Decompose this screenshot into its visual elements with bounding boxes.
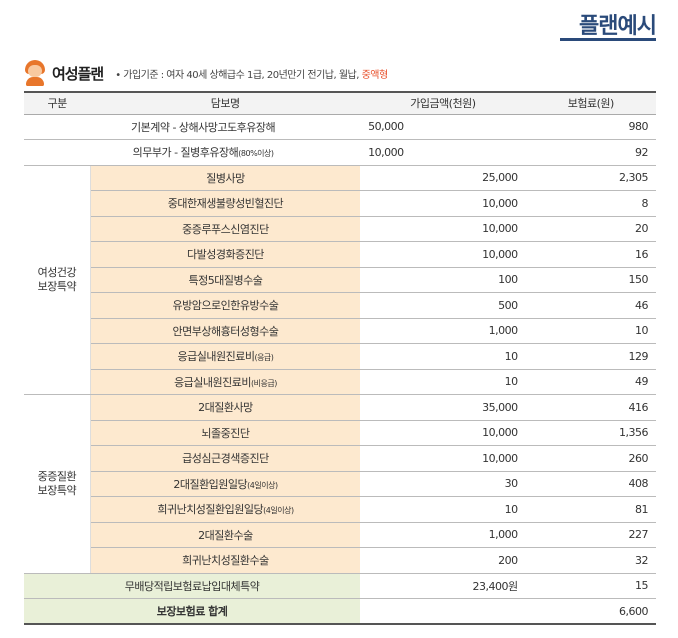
- premium-cell: 129: [525, 343, 656, 370]
- amount-cell: 10,000: [360, 445, 526, 472]
- premium-cell: 227: [525, 522, 656, 548]
- premium-cell: 20: [525, 216, 656, 242]
- table-row: 중증루푸스신염진단 10,000 20: [24, 216, 656, 242]
- coverage-name: 2대질환수술: [90, 522, 361, 548]
- criteria-text: • 가입기준 : 여자 40세 상해급수 1급, 20년만기 전기납, 월납,: [115, 69, 362, 81]
- premium-cell: 980: [525, 114, 656, 140]
- amount-cell: 10: [360, 496, 526, 523]
- header-premium: 보험료(원): [525, 91, 656, 115]
- plan-criteria: • 가입기준 : 여자 40세 상해급수 1급, 20년만기 전기납, 월납, …: [115, 66, 388, 81]
- premium-cell: 8: [525, 190, 656, 217]
- waiver-row: 무배당적립보험료납입대체특약 23,400원 15: [24, 573, 656, 599]
- amount-cell: 35,000: [360, 394, 526, 421]
- coverage-name: 응급실내원진료비(비응급): [90, 369, 361, 395]
- coverage-name: 유방암으로인한유방수술: [90, 292, 361, 319]
- amount-cell: 30: [360, 471, 526, 497]
- table-row: 의무부가 - 질병후유장해(80%이상) 10,000 92: [24, 139, 656, 166]
- premium-cell: 49: [525, 369, 656, 395]
- premium-cell: 92: [525, 139, 656, 166]
- amount-cell: 200: [360, 547, 526, 574]
- coverage-name: 응급실내원진료비(응급): [90, 343, 361, 370]
- plan-table: 구분 담보명 가입금액(천원) 보험료(원) 기본계약 - 상해사망고도후유장해…: [24, 91, 656, 625]
- title-underline: [560, 38, 656, 41]
- amount-cell: 10,000: [360, 190, 526, 217]
- table-row: 희귀난치성질환수술 200 32: [24, 547, 656, 574]
- table-row: 2대질환수술 1,000 227: [24, 522, 656, 548]
- coverage-name: 기본계약 - 상해사망고도후유장해: [24, 114, 361, 140]
- coverage-name: 2대질환입원일당(4일이상): [90, 471, 361, 497]
- table-row: 중증질환 보장특약 2대질환사망 35,000 416: [24, 394, 656, 574]
- woman-avatar-icon: [24, 60, 46, 86]
- premium-cell: 46: [525, 292, 656, 319]
- table-row: 2대질환입원일당(4일이상) 30 408: [24, 471, 656, 497]
- premium-cell: 81: [525, 496, 656, 523]
- premium-cell: 1,356: [525, 420, 656, 446]
- table-row: 뇌졸중진단 10,000 1,356: [24, 420, 656, 446]
- table-row: 안면부상해흉터성형수술 1,000 10: [24, 318, 656, 344]
- coverage-name: 중증루푸스신염진단: [90, 216, 361, 242]
- table-row: 유방암으로인한유방수술 500 46: [24, 292, 656, 319]
- plan-header: 여성플랜 • 가입기준 : 여자 40세 상해급수 1급, 20년만기 전기납,…: [24, 55, 656, 91]
- premium-cell: 2,305: [525, 165, 656, 191]
- header-coverage: 담보명: [90, 91, 361, 115]
- table-row: 특정5대질병수술 100 150: [24, 267, 656, 293]
- coverage-name: 특정5대질병수술: [90, 267, 361, 293]
- table-row: 급성심근경색증진단 10,000 260: [24, 445, 656, 472]
- coverage-name: 급성심근경색증진단: [90, 445, 361, 472]
- header-amount: 가입금액(천원): [360, 91, 526, 115]
- total-premium: 6,600: [525, 598, 656, 625]
- amount-cell: 50,000: [360, 114, 526, 140]
- coverage-name: 다발성경화증진단: [90, 241, 361, 268]
- coverage-name: 희귀난치성질환수술: [90, 547, 361, 574]
- premium-cell: 150: [525, 267, 656, 293]
- premium-cell: 32: [525, 547, 656, 574]
- table-row: 다발성경화증진단 10,000 16: [24, 241, 656, 268]
- category-label: 여성건강 보장특약: [24, 165, 91, 395]
- total-row: 보장보험료 합계 6,600: [24, 598, 656, 625]
- premium-cell: 10: [525, 318, 656, 344]
- table-row: 중대한재생불량성빈혈진단 10,000 8: [24, 190, 656, 217]
- premium-cell: 260: [525, 445, 656, 472]
- amount-cell: 10: [360, 343, 526, 370]
- coverage-name: 안면부상해흉터성형수술: [90, 318, 361, 344]
- premium-cell: 16: [525, 241, 656, 268]
- header-category: 구분: [24, 91, 91, 115]
- amount-cell: 10,000: [360, 241, 526, 268]
- total-label: 보장보험료 합계: [24, 598, 361, 625]
- amount-cell: 100: [360, 267, 526, 293]
- plan-name: 여성플랜: [52, 64, 104, 83]
- coverage-name: 질병사망: [90, 165, 361, 191]
- amount-cell: 10,000: [360, 216, 526, 242]
- amount-cell: 10: [360, 369, 526, 395]
- criteria-accent: 중액형: [361, 69, 389, 81]
- table-row: 응급실내원진료비(비응급) 10 49: [24, 369, 656, 395]
- coverage-name: 의무부가 - 질병후유장해(80%이상): [24, 139, 361, 166]
- coverage-name: 2대질환사망: [90, 394, 361, 421]
- coverage-name: 희귀난치성질환입원일당(4일이상): [90, 496, 361, 523]
- amount-cell: 1,000: [360, 318, 526, 344]
- amount-cell: 1,000: [360, 522, 526, 548]
- amount-cell: 23,400원: [360, 573, 526, 599]
- table-row: 희귀난치성질환입원일당(4일이상) 10 81: [24, 496, 656, 523]
- category-label: 중증질환 보장특약: [24, 394, 91, 574]
- premium-cell: 15: [525, 573, 656, 599]
- amount-cell: 25,000: [360, 165, 526, 191]
- premium-cell: 408: [525, 471, 656, 497]
- total-amount-empty: [360, 598, 526, 625]
- amount-cell: 500: [360, 292, 526, 319]
- coverage-name: 중대한재생불량성빈혈진단: [90, 190, 361, 217]
- table-row: 여성건강 보장특약 질병사망 25,000 2,305: [24, 165, 656, 395]
- table-header-row: 구분 담보명 가입금액(천원) 보험료(원): [24, 91, 656, 115]
- premium-cell: 416: [525, 394, 656, 421]
- amount-cell: 10,000: [360, 139, 526, 166]
- coverage-name: 뇌졸중진단: [90, 420, 361, 446]
- coverage-name: 무배당적립보험료납입대체특약: [24, 573, 361, 599]
- page-title: 플랜예시: [579, 14, 657, 39]
- amount-cell: 10,000: [360, 420, 526, 446]
- table-row: 응급실내원진료비(응급) 10 129: [24, 343, 656, 370]
- table-row: 기본계약 - 상해사망고도후유장해 50,000 980: [24, 114, 656, 140]
